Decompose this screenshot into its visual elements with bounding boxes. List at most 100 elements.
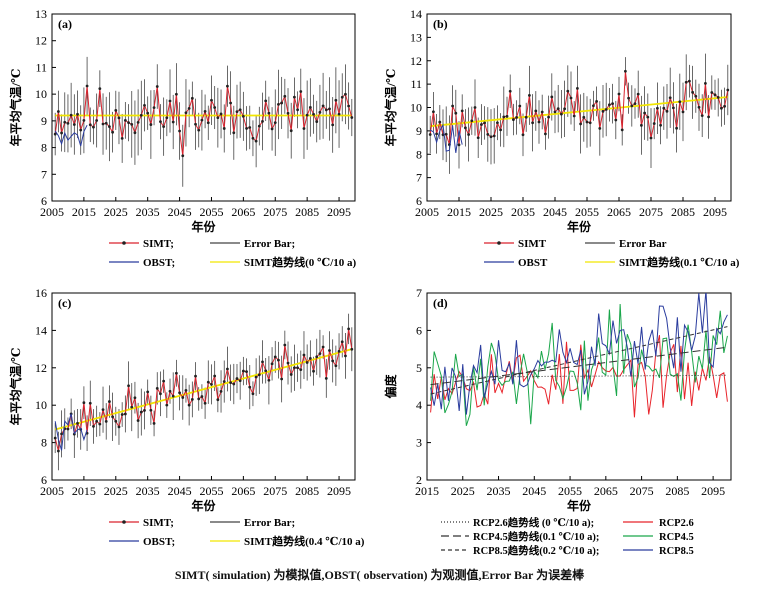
series-point <box>190 96 194 100</box>
x-tick-label: 2075 <box>263 484 287 498</box>
series-point <box>553 110 557 114</box>
y-axis-label: 年平均气温/℃ <box>8 69 23 147</box>
series-point <box>289 129 293 133</box>
series-point <box>136 419 140 422</box>
series-point <box>318 110 322 114</box>
series-point <box>184 111 188 115</box>
series-point <box>261 360 264 364</box>
legend-label: RCP8.5趋势线(0.2 ℃/10 a); <box>473 544 599 557</box>
series-point <box>518 104 522 108</box>
series-point <box>165 116 169 120</box>
series-point <box>588 121 592 125</box>
legend-label: SIMT趋势线(0 ℃/10 a) <box>244 255 357 269</box>
series-point <box>149 408 153 412</box>
series-point <box>104 121 108 125</box>
x-tick-label: 2025 <box>479 205 503 219</box>
series-point <box>643 111 646 115</box>
legend-label: Error Bar; <box>244 517 295 529</box>
series-point <box>56 110 60 113</box>
y-tick-label: 13 <box>410 30 422 44</box>
series-point <box>550 95 554 99</box>
series-point <box>194 122 197 126</box>
plot-area <box>430 293 728 426</box>
series-point <box>181 396 185 399</box>
series-point <box>435 132 438 136</box>
series-point <box>98 87 102 91</box>
series-point <box>646 115 650 119</box>
series-point <box>184 389 188 392</box>
series-point <box>261 120 264 123</box>
series-point <box>444 132 448 136</box>
series-point <box>286 361 290 365</box>
series-point <box>508 89 512 93</box>
series-simt-line <box>54 328 353 452</box>
x-tick-label: 2015 <box>447 205 471 219</box>
y-tick-label: 4 <box>416 398 422 412</box>
series-point <box>152 422 156 425</box>
x-tick-label: 2065 <box>607 205 631 219</box>
series-point <box>315 120 319 123</box>
series-point <box>633 102 637 106</box>
series-point <box>492 134 496 138</box>
series-point <box>617 92 621 96</box>
series-point <box>305 361 309 364</box>
series-point <box>476 136 480 140</box>
series-point <box>350 116 354 119</box>
series-point <box>576 87 579 90</box>
legend-label: RCP4.5趋势线(0.1 ℃/10 a); <box>473 530 599 543</box>
panel-3: 6 8 10 12 14 16 2005 2015 2025 2035 2045 2055 2065 20… <box>8 286 365 548</box>
series-point <box>66 427 70 431</box>
x-axis-label: 年份 <box>567 498 592 513</box>
series-point <box>270 362 274 366</box>
series-point <box>483 121 486 125</box>
x-tick-label: 2065 <box>231 484 255 498</box>
y-tick-label: 8 <box>41 141 47 155</box>
series-point <box>187 106 191 110</box>
plot-area <box>53 56 354 187</box>
x-tick-label: 2025 <box>451 484 475 498</box>
series-point <box>544 132 547 136</box>
series-point <box>451 104 454 108</box>
series-point <box>104 419 108 423</box>
y-tick-label: 13 <box>35 7 47 21</box>
series-point <box>178 391 181 395</box>
y-tick-label: 14 <box>35 323 47 337</box>
series-point <box>723 104 726 108</box>
series-point <box>700 114 704 118</box>
series-rcp85-line <box>430 293 728 415</box>
series-point <box>219 112 223 116</box>
series-point <box>108 125 111 129</box>
x-tick-label: 2045 <box>168 205 192 219</box>
series-point <box>257 124 261 128</box>
series-point <box>652 122 656 125</box>
legend: SIMT Error Bar OBST SIMT趋势线(0.1 ℃/10 a) <box>484 238 740 269</box>
series-point <box>579 122 582 126</box>
y-tick-label: 12 <box>410 54 422 68</box>
series-point <box>226 84 229 88</box>
series-point <box>226 367 229 371</box>
series-point <box>66 121 70 125</box>
series-rcp45-line <box>430 303 728 426</box>
y-tick-label: 3 <box>416 436 422 450</box>
series-point <box>254 375 258 379</box>
y-tick-label: 10 <box>35 398 47 412</box>
series-point <box>321 345 325 349</box>
series-point <box>489 135 493 139</box>
series-point <box>216 116 220 120</box>
y-tick-label: 9 <box>41 114 47 128</box>
legend-label: SIMT; <box>143 517 174 529</box>
series-point <box>601 109 605 113</box>
plot-area <box>428 53 730 174</box>
x-tick-label: 2075 <box>639 205 663 219</box>
x-axis-label: 年份 <box>191 498 216 513</box>
series-point <box>675 126 678 130</box>
y-tick-label: 11 <box>35 60 47 74</box>
series-point <box>347 327 351 331</box>
series-point <box>95 119 99 122</box>
series-point <box>277 103 280 106</box>
panel-2: 6 7 8 9 10 11 12 13 14 2005 2015 2025 2035 2045 2055 20… <box>383 7 740 269</box>
series-point <box>540 110 544 114</box>
series-point <box>611 102 614 106</box>
series-point <box>101 408 105 412</box>
legend-label: SIMT趋势线(0.4 ℃/10 a) <box>244 534 365 548</box>
